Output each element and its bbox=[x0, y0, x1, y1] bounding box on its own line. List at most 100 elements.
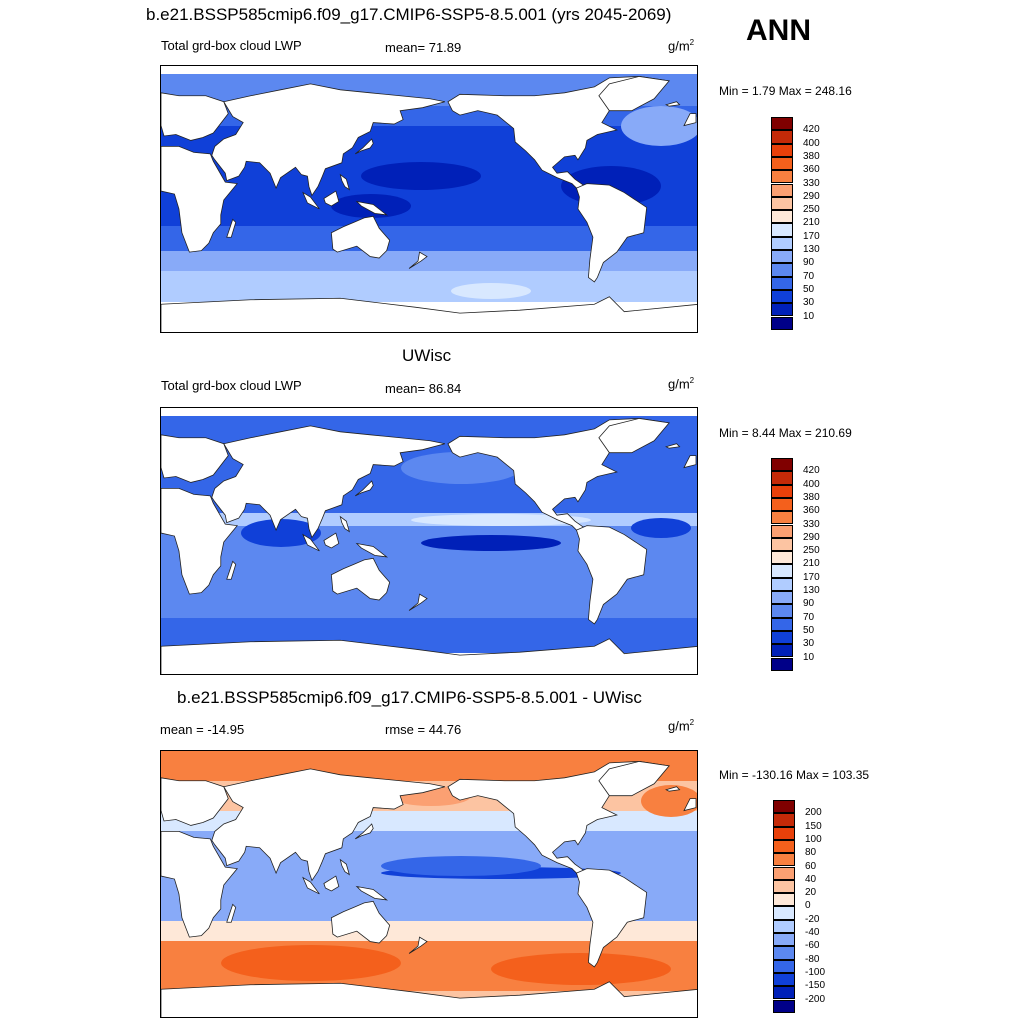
colorbar-tick-label: 10 bbox=[803, 651, 815, 663]
coastline bbox=[355, 885, 389, 901]
colorbar-swatch bbox=[771, 551, 793, 565]
colorbar-tick-label: 360 bbox=[803, 164, 820, 176]
coastline bbox=[323, 532, 340, 549]
colorbar-tick-label: 400 bbox=[803, 478, 820, 490]
contour-blob bbox=[221, 945, 401, 981]
colorbar-swatch bbox=[771, 524, 793, 538]
colorbar-tick-label: 170 bbox=[803, 571, 820, 583]
panel-2-map bbox=[160, 407, 698, 675]
colorbar-tick-label: 290 bbox=[803, 531, 820, 543]
panel-2-mean-label: mean= 86.84 bbox=[385, 381, 462, 396]
colorbar-tick-label: -20 bbox=[805, 913, 820, 925]
colorbar-tick-label: 70 bbox=[803, 611, 815, 623]
colorbar-tick-label: -80 bbox=[805, 953, 820, 965]
colorbar-tick-label: 80 bbox=[805, 847, 817, 859]
colorbar-swatch bbox=[771, 223, 793, 237]
coastline bbox=[598, 76, 670, 112]
colorbar-tick-label: 50 bbox=[803, 283, 815, 295]
colorbar-tick-label: 130 bbox=[803, 585, 820, 596]
panel-2-colorbar: 420 400 380 360 330 290 250 210 170 130 90 70 50 30 10 bbox=[771, 458, 851, 673]
colorbar-tick-label: 400 bbox=[803, 137, 820, 149]
contour-band bbox=[161, 921, 697, 941]
panel-2-heading: UWisc bbox=[402, 346, 452, 365]
colorbar-tick-label: 40 bbox=[805, 873, 817, 885]
colorbar-tick-label: -200 bbox=[805, 993, 826, 1005]
colorbar-swatch bbox=[771, 196, 793, 211]
season-label: ANN bbox=[746, 14, 811, 47]
colorbar-swatch bbox=[771, 511, 793, 525]
panel-3-map-canvas bbox=[161, 751, 697, 1017]
colorbar-swatch bbox=[771, 617, 793, 631]
colorbar-tick-label: 30 bbox=[803, 638, 815, 650]
colorbar-swatch bbox=[771, 564, 793, 578]
panel-3-rmse-label: rmse = 44.76 bbox=[385, 722, 462, 737]
contour-blob bbox=[631, 518, 691, 538]
coastline bbox=[408, 936, 428, 954]
coastline bbox=[330, 900, 391, 944]
colorbar-tick-label: 60 bbox=[805, 860, 817, 872]
coastline bbox=[665, 443, 681, 449]
colorbar-swatch bbox=[771, 303, 793, 317]
coastline bbox=[161, 777, 229, 826]
colorbar-swatch bbox=[771, 458, 793, 472]
panel-2-units: g/m2 bbox=[668, 376, 695, 392]
coastline bbox=[665, 786, 681, 792]
panel-3-units: g/m2 bbox=[668, 718, 695, 734]
coastline bbox=[355, 200, 389, 216]
colorbar-swatch bbox=[771, 236, 793, 250]
coastline bbox=[598, 761, 670, 797]
colorbar-swatch bbox=[773, 946, 795, 960]
colorbar-tick-label: 420 bbox=[803, 465, 820, 477]
coastline bbox=[161, 638, 697, 674]
colorbar-swatch bbox=[771, 170, 793, 184]
colorbar-swatch bbox=[773, 933, 795, 947]
contour-blob bbox=[421, 535, 561, 551]
colorbar-swatch bbox=[771, 210, 793, 224]
coastline bbox=[408, 593, 428, 611]
colorbar-swatch bbox=[771, 630, 793, 645]
colorbar-swatch bbox=[771, 644, 793, 658]
colorbar-tick-label: 30 bbox=[803, 297, 815, 309]
coastline bbox=[683, 113, 697, 127]
coastline bbox=[211, 425, 446, 539]
main-title: b.e21.BSSP585cmip6.f09_g17.CMIP6-SSP5-8.… bbox=[146, 5, 672, 24]
colorbar-swatch bbox=[773, 893, 795, 907]
coastline bbox=[323, 190, 340, 207]
colorbar-swatch bbox=[773, 972, 795, 987]
contour-blob bbox=[411, 514, 591, 526]
panel-1-map bbox=[160, 65, 698, 333]
coastline bbox=[161, 981, 697, 1017]
colorbar-swatch bbox=[773, 986, 795, 1000]
panel-3-map bbox=[160, 750, 698, 1018]
coastline bbox=[330, 215, 391, 259]
coastline bbox=[339, 173, 350, 191]
colorbar-swatch bbox=[771, 537, 793, 552]
coastline bbox=[575, 868, 648, 968]
contour-blob bbox=[451, 283, 531, 299]
colorbar-swatch bbox=[771, 471, 793, 485]
colorbar-swatch bbox=[773, 813, 795, 827]
colorbar-tick-label: 70 bbox=[803, 270, 815, 282]
contour-blob bbox=[491, 953, 671, 985]
colorbar-swatch bbox=[771, 497, 793, 512]
colorbar-tick-label: 20 bbox=[805, 887, 817, 899]
panel-1-mean-label: mean= 71.89 bbox=[385, 40, 462, 55]
coastline bbox=[598, 418, 670, 454]
coastline bbox=[575, 183, 648, 283]
coastline bbox=[302, 533, 320, 552]
colorbar-tick-label: 130 bbox=[803, 244, 820, 255]
panel-2-map-canvas bbox=[161, 408, 697, 674]
coastline bbox=[302, 876, 320, 895]
colorbar-swatch bbox=[771, 316, 793, 330]
colorbar-tick-label: 330 bbox=[803, 518, 820, 530]
panel-2-variable-label: Total grd-box cloud LWP bbox=[161, 378, 302, 393]
coastline bbox=[339, 515, 350, 533]
coastline bbox=[161, 831, 238, 938]
coastline bbox=[211, 768, 446, 882]
coastline bbox=[355, 138, 374, 155]
panel-2-minmax: Min = 8.44 Max = 210.69 bbox=[719, 426, 852, 440]
coastline bbox=[683, 798, 697, 812]
colorbar-swatch bbox=[773, 999, 795, 1013]
colorbar-swatch bbox=[771, 156, 793, 171]
panel-1-colorbar: 420 400 380 360 330 290 250 210 170 130 90 70 50 30 10 bbox=[771, 117, 851, 332]
